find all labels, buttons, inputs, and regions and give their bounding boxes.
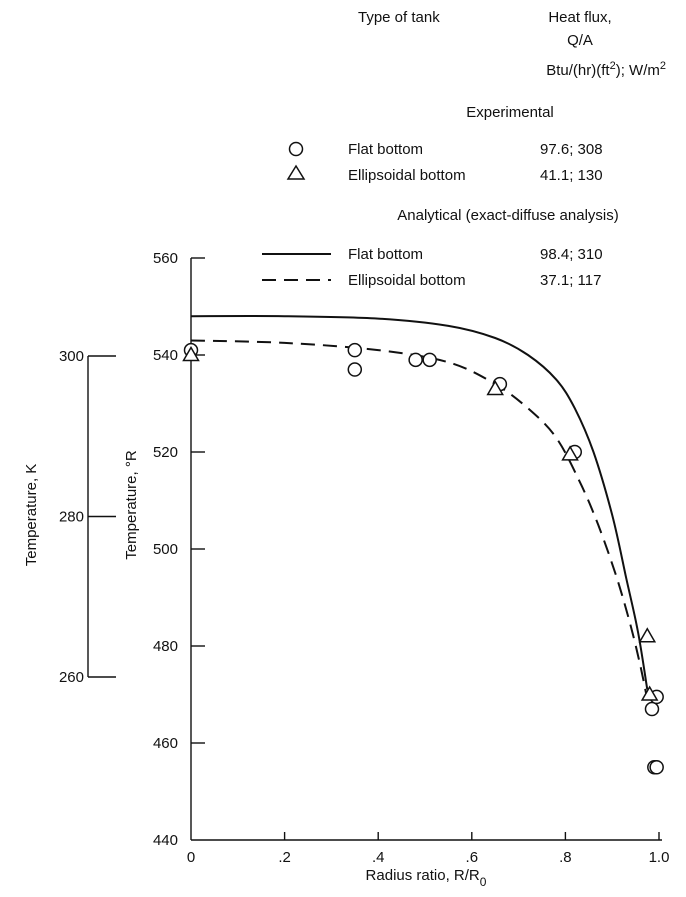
- data-point-circle: [347, 342, 363, 358]
- legend-circle-marker: [288, 141, 304, 157]
- legend-header-flux-line2: Q/A: [567, 32, 593, 49]
- x-axis-label-main: Radius ratio, R/R: [366, 867, 480, 884]
- y-tick-label: 500: [153, 541, 178, 558]
- legend-header-type: Type of tank: [358, 9, 440, 26]
- legend-header-units: Btu/(hr)(ft2); W/m2: [546, 60, 666, 79]
- legend-analytical-title: Analytical (exact-diffuse analysis): [397, 207, 618, 224]
- legend-header-flux: Heat flux,: [548, 9, 611, 26]
- y-tick-label: 540: [153, 347, 178, 364]
- x-tick-label: .2: [278, 849, 291, 866]
- data-point-circle: [422, 352, 437, 368]
- legend-experimental-title: Experimental: [466, 104, 554, 121]
- x-tick-label: .4: [372, 849, 385, 866]
- analytical-curves: [190, 315, 649, 700]
- data-point-circle: [408, 352, 423, 368]
- curve-flat-bottom: [190, 315, 649, 690]
- legend-units-sup: 2: [610, 60, 616, 72]
- legend-entry-value-2: 98.4; 310: [540, 246, 603, 263]
- y-axis-label: Temperature, °R: [123, 450, 140, 560]
- x-tick-label: 0: [187, 849, 195, 866]
- y-axis-ticks: 440 460 480 500 520 540 560: [153, 250, 205, 849]
- curve-ellipsoidal-bottom: [190, 339, 649, 700]
- data-point-triangle: [182, 345, 200, 362]
- y-tick-label: 560: [153, 250, 178, 267]
- legend-entry-label-0: Flat bottom: [348, 141, 423, 158]
- legend-units-sup2: 2: [660, 60, 666, 72]
- legend-entry-value-1: 41.1; 130: [540, 167, 603, 184]
- y-tick-label: 460: [153, 735, 178, 752]
- x-tick-label: 1.0: [649, 849, 670, 866]
- data-point-triangle: [561, 445, 579, 461]
- y-tick-label: 520: [153, 444, 178, 461]
- y-tick-label: 480: [153, 638, 178, 655]
- x-axis-label: Radius ratio, R/R0: [366, 867, 487, 889]
- kelvin-axis-label: Temperature, K: [23, 464, 40, 567]
- kelvin-tick-label: 280: [59, 509, 84, 526]
- x-axis-ticks: 0 .2 .4 .6 .8 1.0: [187, 832, 670, 866]
- kelvin-axis-ticks: 260 280 300: [59, 348, 116, 686]
- legend-units-b: ); W/m: [616, 62, 660, 79]
- x-tick-label: .8: [559, 849, 572, 866]
- data-point-circle: [644, 701, 660, 717]
- x-axis-label-sub: 0: [480, 875, 487, 889]
- legend: Type of tank Heat flux, Q/A Btu/(hr)(ft2…: [262, 9, 666, 289]
- kelvin-tick-label: 300: [59, 348, 84, 365]
- x-tick-label: .6: [466, 849, 479, 866]
- data-point-circle: [649, 760, 664, 775]
- experimental-points: [182, 342, 664, 775]
- legend-entry-label-3: Ellipsoidal bottom: [348, 272, 466, 289]
- legend-entry-label-2: Flat bottom: [348, 246, 423, 263]
- data-point-triangle: [638, 627, 657, 643]
- data-point-triangle: [640, 685, 659, 701]
- data-point-circle: [347, 362, 363, 377]
- legend-units-a: Btu/(hr)(ft: [546, 62, 610, 79]
- kelvin-tick-label: 260: [59, 669, 84, 686]
- legend-entry-value-3: 37.1; 117: [540, 272, 601, 289]
- legend-entry-label-1: Ellipsoidal bottom: [348, 167, 466, 184]
- y-tick-label: 440: [153, 832, 178, 849]
- legend-triangle-marker: [286, 164, 306, 180]
- data-point-triangle: [486, 379, 504, 396]
- legend-entry-value-0: 97.6; 308: [540, 141, 603, 158]
